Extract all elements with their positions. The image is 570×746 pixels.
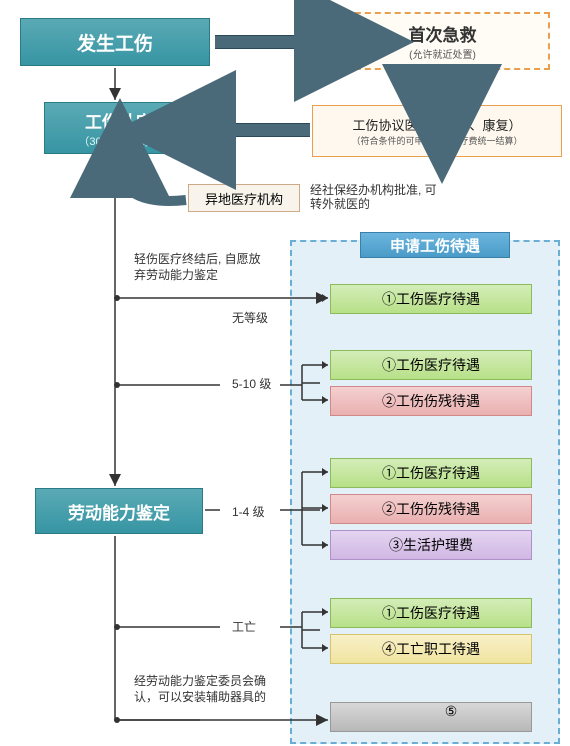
remote-note: 经社保经办机构批准, 可转外就医的 [310, 183, 440, 212]
sublabel: （符合条件的可申请住院医疗费统一结算） [351, 134, 522, 147]
label: 首次急救 [409, 21, 477, 46]
benefit-v3: ③生活护理费 [330, 530, 532, 560]
label: ③生活护理费 [389, 535, 473, 555]
sublabel: (允许就近处置) [409, 46, 476, 61]
benefits-panel [290, 240, 560, 744]
label: ②工伤伤残待遇 [382, 499, 480, 519]
label-nolevel: 无等级 [232, 309, 268, 326]
node-firstaid: 首次急救 (允许就近处置) [335, 12, 550, 70]
benefit-p3: ②工伤伤残待遇 [330, 494, 532, 524]
label-1-4: 1-4 级 [232, 503, 265, 520]
label: ②工伤伤残待遇 [382, 391, 480, 411]
node-remote: 异地医疗机构 [188, 184, 300, 212]
node-identify: 工伤认定 （30 日内申请） [44, 102, 194, 154]
node-injury: 发生工伤 [20, 18, 210, 66]
benefit-g4: ①工伤医疗待遇 [330, 598, 532, 628]
sublabel: （30 日内申请） [78, 133, 159, 149]
benefit-p2: ②工伤伤残待遇 [330, 386, 532, 416]
benefit-g2: ①工伤医疗待遇 [330, 350, 532, 380]
benefit-g3: ①工伤医疗待遇 [330, 458, 532, 488]
node-hospital: 工伤协议医院（治疗、康复） （符合条件的可申请住院医疗费统一结算） [312, 105, 562, 157]
label: ④工亡职工待遇 [382, 639, 480, 659]
label-aux: 经劳动能力鉴定委员会确认，可以安装辅助器具的 [134, 674, 286, 705]
node-ability: 劳动能力鉴定 [35, 488, 203, 534]
label: ①工伤医疗待遇 [382, 289, 480, 309]
label: 异地医疗机构 [205, 189, 283, 208]
label: ①工伤医疗待遇 [382, 603, 480, 623]
label: 申请工伤待遇 [390, 235, 480, 256]
label: 发生工伤 [77, 29, 153, 56]
label: 工伤认定 [85, 108, 153, 133]
benefit-g1: ①工伤医疗待遇 [330, 284, 532, 314]
label-death: 工亡 [232, 618, 256, 635]
label-5-10: 5-10 级 [232, 375, 271, 392]
label-path1: 轻伤医疗终结后, 自愿放弃劳动能力鉴定 [134, 252, 269, 283]
label: ①工伤医疗待遇 [382, 355, 480, 375]
label: 劳动能力鉴定 [68, 499, 170, 524]
label: ①工伤医疗待遇 [382, 463, 480, 483]
benefit-g5: ⑤ [330, 702, 532, 732]
panel-title: 申请工伤待遇 [360, 232, 510, 258]
benefit-y4: ④工亡职工待遇 [330, 634, 532, 664]
label: 工伤协议医院（治疗、康复） [352, 115, 521, 134]
label: ⑤ [445, 703, 458, 720]
